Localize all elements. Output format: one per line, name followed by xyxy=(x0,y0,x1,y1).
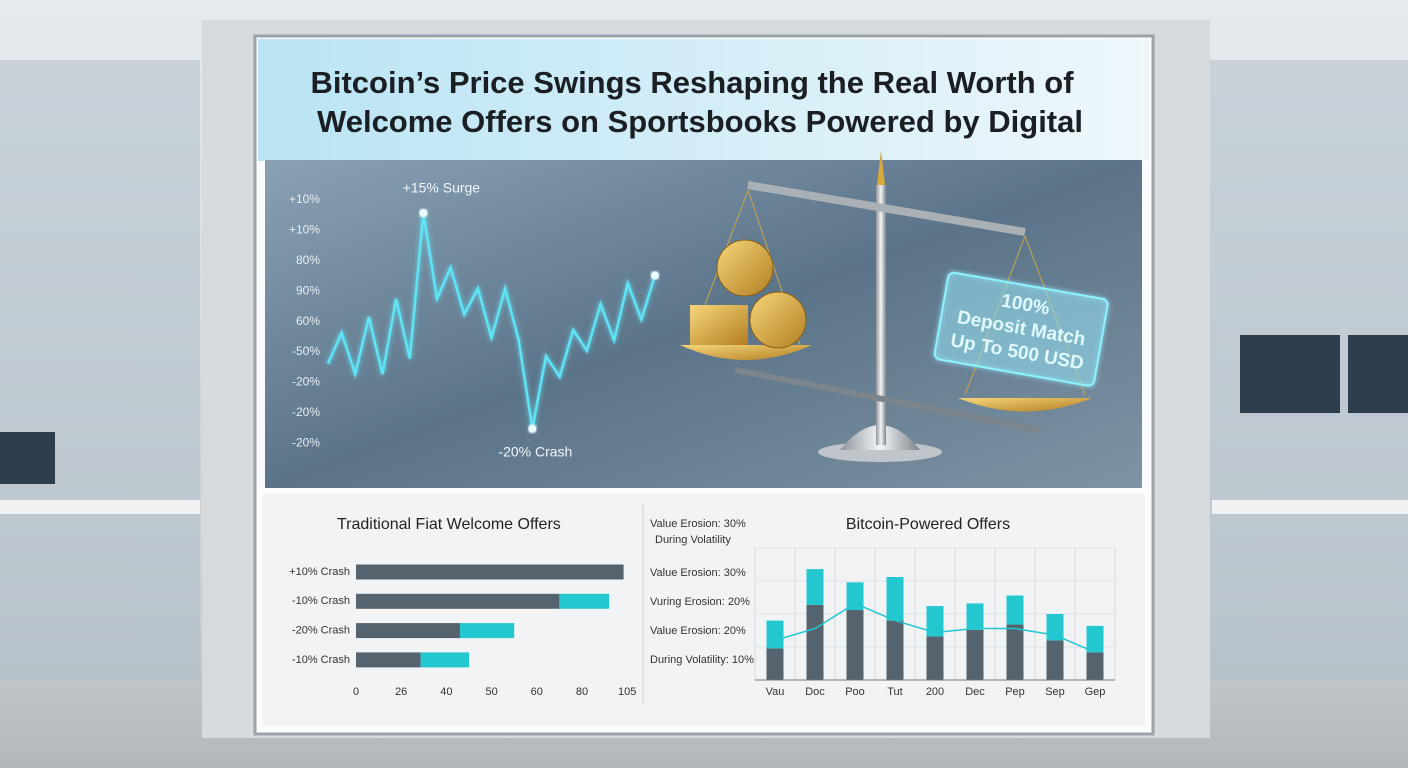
x-tick-label: 0 xyxy=(353,686,359,698)
category-label: -10% Crash xyxy=(292,654,350,666)
bar-segment xyxy=(766,620,784,649)
y-tick-label: -20% xyxy=(292,435,320,449)
y-tick-label: +10% xyxy=(289,192,320,206)
x-tick-label: Doc xyxy=(805,686,825,698)
x-tick-label: 50 xyxy=(485,686,497,698)
x-tick-label: 60 xyxy=(531,686,543,698)
bar-segment xyxy=(1086,625,1104,653)
side-note: During Volatility: 10% xyxy=(650,654,754,666)
scale-pillar xyxy=(876,185,886,445)
glow-point xyxy=(528,424,537,433)
glow-point xyxy=(651,271,659,280)
bar-segment xyxy=(356,623,460,639)
bar-segment xyxy=(356,593,560,609)
header xyxy=(258,39,1150,161)
annotation: +15% Surge xyxy=(403,180,481,196)
x-tick-label: Dec xyxy=(965,686,985,698)
desk xyxy=(1212,500,1408,514)
side-note: Value Erosion: 30% xyxy=(650,567,746,579)
side-note: Value Erosion: 20% xyxy=(650,625,746,637)
bar-segment xyxy=(420,652,469,668)
side-note: Vuring Erosion: 20% xyxy=(650,596,750,608)
bitcoin-coin xyxy=(716,239,774,297)
scale-lower-beam xyxy=(734,367,1041,433)
bar-segment xyxy=(806,604,824,680)
chart-title: Traditional Fiat Welcome Offers xyxy=(337,516,561,533)
monitor xyxy=(1240,335,1340,413)
bottom-panel xyxy=(262,494,1145,726)
x-tick-label: 26 xyxy=(395,686,407,698)
x-tick-label: Vau xyxy=(766,686,785,698)
side-note: During Volatility xyxy=(655,534,731,546)
glow-point xyxy=(419,209,428,217)
bar-segment xyxy=(1006,624,1024,680)
bar-segment xyxy=(846,610,864,680)
x-tick-label: Tut xyxy=(887,686,903,698)
bar-segment xyxy=(459,623,515,639)
x-tick-label: 105 xyxy=(618,686,636,698)
desk xyxy=(0,500,200,514)
chart-title: Bitcoin-Powered Offers xyxy=(846,516,1010,533)
bitcoin-coin xyxy=(749,291,807,349)
annotation: -20% Crash xyxy=(498,444,572,460)
bar-segment xyxy=(1006,595,1024,625)
balance-scale: 100% Deposit Match Up To 500 USD xyxy=(680,150,1109,462)
monitor xyxy=(0,432,55,484)
x-tick-label: Poo xyxy=(845,686,865,698)
bar-segment xyxy=(926,636,944,680)
bar-segment xyxy=(559,593,610,609)
glass-wall-left xyxy=(0,60,200,680)
bar-segment xyxy=(926,606,944,637)
x-tick-label: Sep xyxy=(1045,686,1065,698)
trend-line xyxy=(774,602,1096,653)
bar-segment xyxy=(886,577,904,621)
bar-segment xyxy=(806,569,824,605)
x-tick-label: 80 xyxy=(576,686,588,698)
x-tick-label: Pep xyxy=(1005,686,1025,698)
bar-segment xyxy=(356,564,624,580)
bar-segment xyxy=(1086,652,1104,680)
y-tick-label: 90% xyxy=(296,283,320,297)
bar-segment xyxy=(1046,614,1064,641)
category-label: -10% Crash xyxy=(292,595,350,607)
x-tick-label: Gep xyxy=(1085,686,1106,698)
y-tick-label: 60% xyxy=(296,314,320,328)
side-note: Value Erosion: 30% xyxy=(650,518,746,530)
monitor xyxy=(1348,335,1408,413)
y-tick-label: -20% xyxy=(292,375,320,389)
y-tick-label: +10% xyxy=(289,223,320,237)
title: Welcome Offers on Sportsbooks Powered by… xyxy=(317,104,1083,139)
bar-segment xyxy=(1046,640,1064,680)
offer-card xyxy=(933,271,1109,387)
title: Bitcoin’s Price Swings Reshaping the Rea… xyxy=(310,65,1074,100)
y-tick-label: 80% xyxy=(296,253,320,267)
bar-segment xyxy=(966,629,984,680)
price-line xyxy=(326,212,657,430)
y-tick-label: -50% xyxy=(292,344,320,358)
x-tick-label: 200 xyxy=(926,686,944,698)
category-label: -20% Crash xyxy=(292,625,350,637)
scale-tip xyxy=(877,150,885,185)
bar-segment xyxy=(966,603,984,630)
bar-segment xyxy=(846,582,864,611)
x-tick-label: 40 xyxy=(440,686,452,698)
scale-beam xyxy=(747,181,1026,236)
left-pan xyxy=(680,345,812,360)
bar-segment xyxy=(766,648,784,680)
bar-segment xyxy=(356,652,421,668)
coin-stack xyxy=(690,305,748,345)
bar-segment xyxy=(886,620,904,680)
right-pan xyxy=(958,398,1092,412)
y-tick-label: -20% xyxy=(292,405,320,419)
category-label: +10% Crash xyxy=(289,566,350,578)
